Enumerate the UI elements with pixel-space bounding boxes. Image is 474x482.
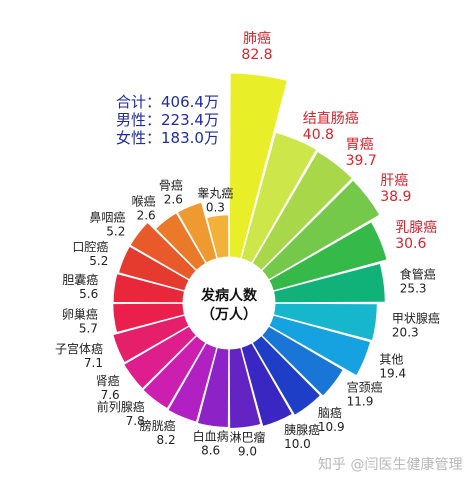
slice-label-16: 肾癌 [96, 373, 120, 388]
slice-label-9: 宫颈癌 [347, 379, 383, 394]
slice-label-14: 膀胱癌 [140, 418, 176, 433]
slice-label-20: 口腔癌 [72, 239, 108, 254]
slice-value-18: 5.7 [79, 321, 98, 335]
slice-label-21: 鼻咽癌 [89, 210, 125, 225]
slice-value-5: 30.6 [395, 236, 426, 252]
slice-label-10: 脑癌 [318, 405, 342, 420]
slice-label-11: 胰腺癌 [284, 422, 320, 437]
slice-label-18: 卵巢癌 [62, 306, 98, 321]
slice-value-21: 5.2 [106, 225, 125, 239]
slice-label-4: 肝癌 [380, 173, 408, 189]
slice-label-24: 睾丸癌 [197, 186, 233, 201]
slice-value-19: 5.6 [79, 287, 98, 301]
slice-label-22: 喉癌 [132, 193, 156, 208]
slice-label-17: 子宫体癌 [55, 341, 103, 356]
slice-value-3: 39.7 [346, 153, 377, 169]
slice-label-5: 乳腺癌 [395, 220, 437, 236]
slice-value-16: 7.6 [101, 388, 120, 402]
slice-label-19: 胆囊癌 [62, 272, 98, 287]
totals-block: 合计：406.4万 男性：223.4万 女性：183.0万 [116, 93, 219, 147]
slice-label-7: 甲状腺癌 [392, 310, 440, 325]
slice-label-1: 肺癌 [243, 31, 271, 47]
slice-value-1: 82.8 [241, 47, 272, 63]
center-circle [183, 257, 275, 349]
slice-label-2: 结直肠癌 [303, 110, 359, 127]
slice-value-23: 2.6 [164, 193, 183, 207]
slice-label-3: 胃癌 [346, 137, 374, 153]
slice-value-11: 10.0 [284, 437, 311, 451]
total-female: 女性：183.0万 [116, 129, 219, 147]
slice-value-15: 7.8 [126, 414, 145, 428]
total-male: 男性：223.4万 [116, 111, 219, 129]
slice-value-4: 38.9 [380, 189, 411, 205]
slice-value-14: 8.2 [157, 433, 176, 447]
slice-label-13: 白血病 [193, 428, 229, 443]
slice-label-15: 前列腺癌 [97, 399, 145, 414]
center-label-line2: （万人） [201, 306, 257, 323]
slice-value-12: 9.0 [238, 444, 257, 458]
slice-value-22: 2.6 [137, 208, 156, 222]
slice-value-7: 20.3 [392, 325, 419, 339]
slice-value-24: 0.3 [206, 201, 225, 215]
slice-value-17: 7.1 [84, 356, 103, 370]
center-hub: 发病人数 （万人） [183, 257, 275, 349]
slice-label-6: 食管癌 [400, 267, 436, 282]
slice-label-12: 淋巴瘤 [229, 429, 265, 444]
slice-value-6: 25.3 [400, 282, 427, 296]
center-label-line1: 发病人数 [200, 287, 258, 304]
slice-value-13: 8.6 [201, 443, 220, 457]
slice-value-8: 19.4 [379, 366, 406, 380]
slice-label-23: 骨癌 [159, 178, 183, 193]
slice-value-9: 11.9 [347, 394, 374, 408]
total-all: 合计：406.4万 [116, 93, 219, 111]
watermark: 知乎 @闫医生健康管理 [318, 457, 463, 473]
slice-value-2: 40.8 [303, 127, 334, 143]
slice-value-20: 5.2 [89, 254, 108, 268]
slice-value-10: 10.9 [318, 420, 345, 434]
slice-label-8: 其他 [379, 352, 403, 366]
